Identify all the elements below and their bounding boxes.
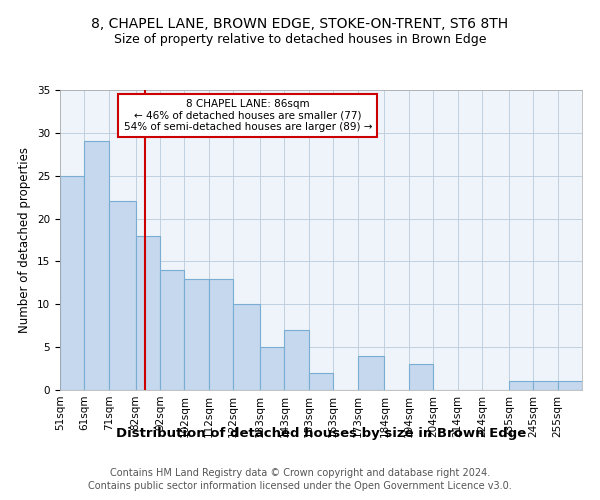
Bar — [160, 270, 184, 390]
Bar — [136, 236, 160, 390]
Bar — [557, 382, 582, 390]
Bar — [509, 382, 533, 390]
Text: Contains HM Land Registry data © Crown copyright and database right 2024.: Contains HM Land Registry data © Crown c… — [110, 468, 490, 477]
Bar — [409, 364, 433, 390]
Text: 8, CHAPEL LANE, BROWN EDGE, STOKE-ON-TRENT, ST6 8TH: 8, CHAPEL LANE, BROWN EDGE, STOKE-ON-TRE… — [91, 18, 509, 32]
Text: Size of property relative to detached houses in Brown Edge: Size of property relative to detached ho… — [114, 32, 486, 46]
Bar — [358, 356, 385, 390]
Text: Contains public sector information licensed under the Open Government Licence v3: Contains public sector information licen… — [88, 481, 512, 491]
Bar — [260, 347, 284, 390]
Text: 8 CHAPEL LANE: 86sqm
← 46% of detached houses are smaller (77)
54% of semi-detac: 8 CHAPEL LANE: 86sqm ← 46% of detached h… — [124, 99, 372, 132]
Y-axis label: Number of detached properties: Number of detached properties — [19, 147, 31, 333]
Text: Distribution of detached houses by size in Brown Edge: Distribution of detached houses by size … — [116, 428, 526, 440]
Bar — [85, 142, 109, 390]
Bar — [60, 176, 85, 390]
Bar — [533, 382, 557, 390]
Bar — [184, 278, 209, 390]
Bar — [109, 202, 136, 390]
Bar — [209, 278, 233, 390]
Bar — [309, 373, 333, 390]
Bar — [284, 330, 309, 390]
Bar — [233, 304, 260, 390]
